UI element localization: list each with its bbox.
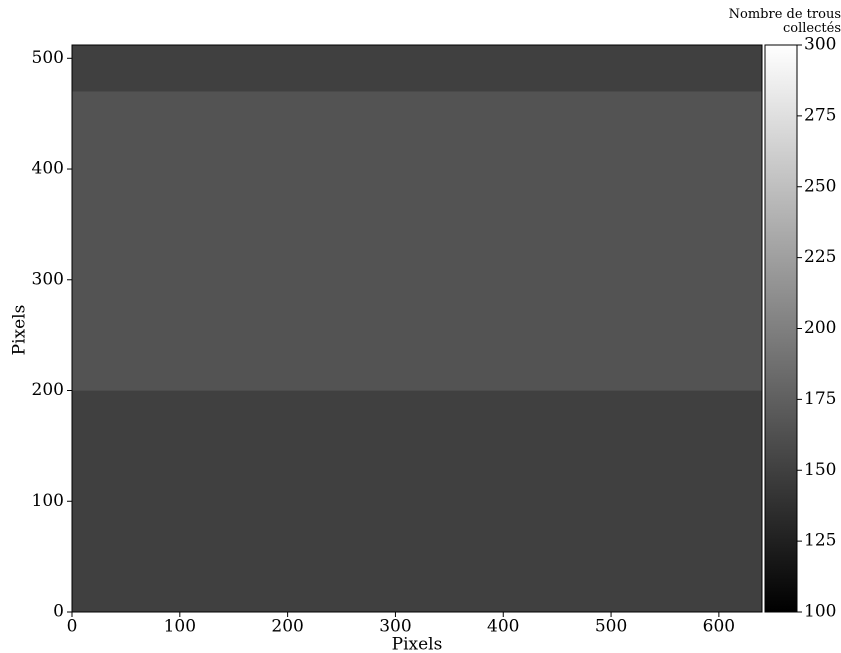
colorbar-tick-label: 150	[804, 460, 836, 480]
colorbar-tick-label: 200	[804, 318, 836, 338]
y-tick-label: 100	[32, 491, 64, 511]
y-tick-label: 300	[32, 269, 64, 289]
x-tick-label: 100	[164, 617, 196, 637]
colorbar-tick-label: 100	[804, 602, 836, 622]
colorbar-tick-label: 225	[804, 247, 836, 267]
x-tick-label: 300	[379, 617, 411, 637]
y-tick-label: 500	[32, 48, 64, 68]
x-tick-label: 400	[487, 617, 519, 637]
colorbar-tick-label: 300	[804, 35, 836, 55]
colorbar-tick-label: 275	[804, 105, 836, 125]
colorbar-tick-label: 250	[804, 176, 836, 196]
colorbar-tick-label: 175	[804, 389, 836, 409]
colorbar	[764, 44, 798, 613]
image-region	[72, 45, 762, 92]
image-region	[72, 91, 762, 391]
colorbar-tick-label: 125	[804, 531, 836, 551]
image-region	[72, 390, 762, 612]
y-axis-label: Pixels	[10, 305, 30, 356]
plot-frame	[71, 44, 763, 613]
x-tick-label: 0	[67, 617, 78, 637]
x-tick-label: 500	[595, 617, 627, 637]
x-tick-label: 600	[703, 617, 735, 637]
y-tick-label: 200	[32, 380, 64, 400]
y-tick-label: 400	[32, 159, 64, 179]
x-tick-label: 200	[271, 617, 303, 637]
colorbar-label: Nombre de trous collectés	[728, 7, 841, 36]
x-axis-label: Pixels	[392, 635, 443, 653]
y-tick-label: 0	[53, 602, 64, 622]
